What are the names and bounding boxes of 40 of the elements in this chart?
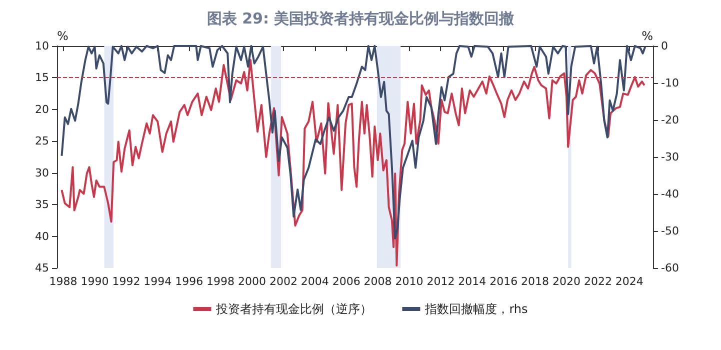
x-tick-label: 2024 — [615, 275, 644, 288]
y-tick-label: 10 — [35, 40, 49, 52]
x-tick-label: 2010 — [395, 275, 424, 288]
x-tick-label: 2002 — [269, 275, 298, 288]
legend-label: 投资者持有现金比例（逆序） — [215, 302, 372, 316]
x-tick-label: 2004 — [300, 275, 329, 288]
y2-tick-label: -40 — [661, 188, 679, 200]
x-tick-label: 2022 — [584, 275, 612, 288]
x-tick-label: 2008 — [364, 275, 392, 288]
x-tick-label: 1992 — [112, 275, 140, 288]
x-tick-label: 2000 — [238, 275, 266, 288]
x-tick-label: 2012 — [426, 275, 455, 288]
y2-tick-label: -30 — [661, 150, 679, 164]
x-tick-label: 1998 — [206, 275, 235, 288]
y2-tick-label: -50 — [661, 224, 679, 238]
y2-tick-label: -20 — [661, 114, 679, 126]
x-tick-label: 1988 — [49, 275, 78, 288]
y2-tick-label: 0 — [661, 40, 668, 52]
x-tick-label: 2020 — [552, 275, 581, 288]
x-tick-label: 2014 — [458, 275, 486, 288]
y-tick-label: 45 — [35, 262, 49, 274]
y-tick-label: 20 — [35, 102, 49, 116]
x-tick-label: 2016 — [490, 275, 518, 288]
x-tick-label: 2018 — [521, 275, 550, 288]
y-tick-label: 25 — [35, 134, 49, 148]
chart-title: 图表 29: 美国投资者持有现金比例与指数回撤 — [206, 10, 514, 28]
y-tick-label: 40 — [35, 230, 49, 243]
y-axis-title: % — [57, 29, 68, 43]
x-tick-label: 1994 — [144, 275, 172, 288]
x-tick-label: 1990 — [80, 275, 109, 288]
y2-tick-label: -10 — [661, 76, 679, 90]
legend-label: 指数回撤幅度，rhs — [424, 302, 528, 316]
y2-axis-title: % — [642, 29, 653, 43]
y-tick-label: 15 — [35, 71, 49, 84]
x-tick-label: 2006 — [332, 275, 360, 288]
y2-tick-label: -60 — [661, 262, 679, 274]
x-tick-label: 1996 — [175, 275, 204, 288]
y-tick-label: 30 — [35, 166, 49, 180]
line-series — [60, 45, 646, 240]
y-tick-label: 35 — [35, 198, 49, 212]
